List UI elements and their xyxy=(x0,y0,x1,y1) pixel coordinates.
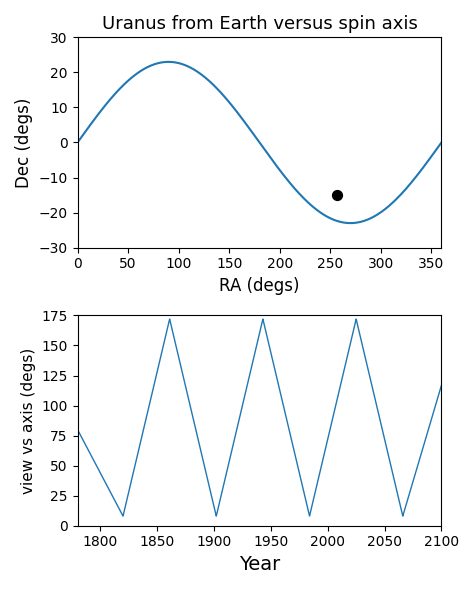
X-axis label: RA (degs): RA (degs) xyxy=(219,277,300,295)
Point xyxy=(334,190,341,200)
Title: Uranus from Earth versus spin axis: Uranus from Earth versus spin axis xyxy=(101,15,418,33)
Y-axis label: Dec (degs): Dec (degs) xyxy=(15,97,33,188)
X-axis label: Year: Year xyxy=(239,555,280,574)
Y-axis label: view vs axis (degs): view vs axis (degs) xyxy=(21,348,36,494)
